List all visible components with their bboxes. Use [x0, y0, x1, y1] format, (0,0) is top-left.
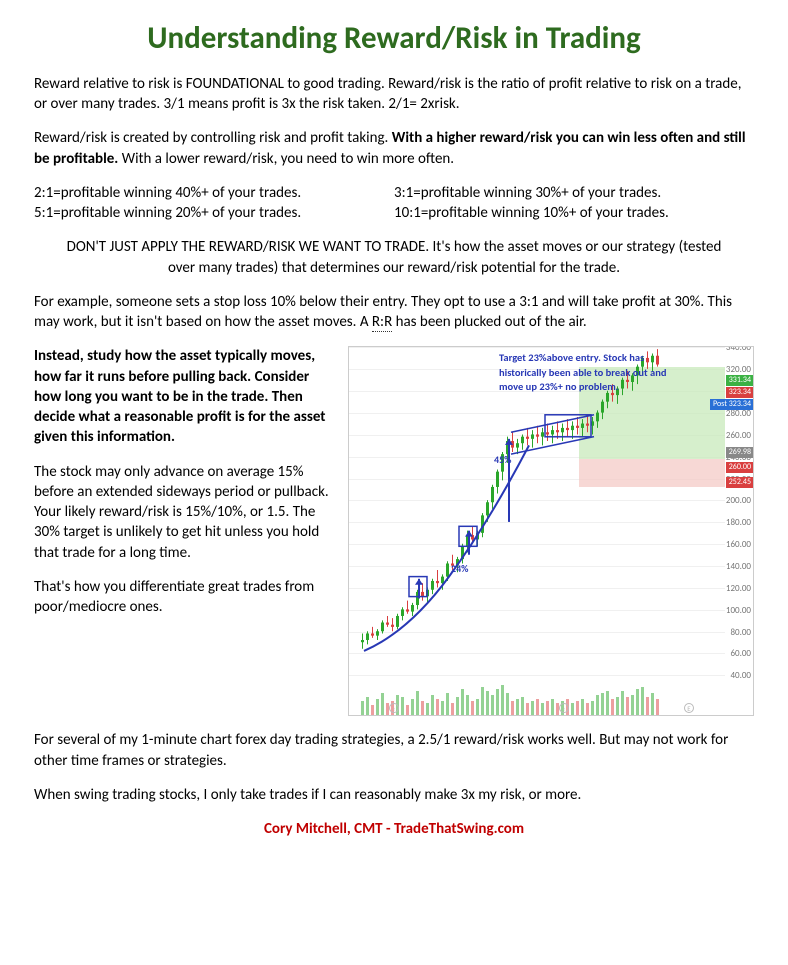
forex-para: For several of my 1-minute chart forex d…: [34, 730, 754, 771]
p2-tail: With a lower reward/risk, you need to wi…: [118, 150, 454, 168]
intro-para-1: Reward relative to risk is FOUNDATIONAL …: [34, 74, 754, 115]
page-title: Understanding Reward/Risk in Trading: [34, 18, 754, 60]
p3-tail: has been plucked out of the air.: [392, 313, 586, 331]
ratio-summary: 2:1=profitable winning 40%+ of your trad…: [34, 183, 754, 224]
callout-warning: DON'T JUST APPLY THE REWARD/RISK WE WANT…: [34, 237, 754, 278]
avg-advance-para: The stock may only advance on average 15…: [34, 462, 334, 563]
p2-lead: Reward/risk is created by controlling ri…: [34, 129, 392, 147]
ratio-item: 2:1=profitable winning 40%+ of your trad…: [34, 183, 394, 203]
intro-para-2: Reward/risk is created by controlling ri…: [34, 128, 754, 169]
swing-para: When swing trading stocks, I only take t…: [34, 785, 754, 805]
differentiate-para: That's how you differentiate great trade…: [34, 577, 334, 618]
price-chart: 40.0060.0080.00100.00120.00140.00160.001…: [348, 346, 754, 716]
ratio-item: 5:1=profitable winning 20%+ of your trad…: [34, 203, 394, 223]
ratio-item: 10:1=profitable winning 10%+ of your tra…: [394, 203, 754, 223]
study-para: Instead, study how the asset typically m…: [34, 346, 334, 447]
ratio-col-right: 3:1=profitable winning 30%+ of your trad…: [394, 183, 754, 224]
ratio-col-left: 2:1=profitable winning 40%+ of your trad…: [34, 183, 394, 224]
ratio-item: 3:1=profitable winning 30%+ of your trad…: [394, 183, 754, 203]
rr-abbr: R:R: [372, 313, 392, 332]
author-footer: Cory Mitchell, CMT - TradeThatSwing.com: [34, 819, 754, 839]
example-para: For example, someone sets a stop loss 10…: [34, 292, 754, 333]
